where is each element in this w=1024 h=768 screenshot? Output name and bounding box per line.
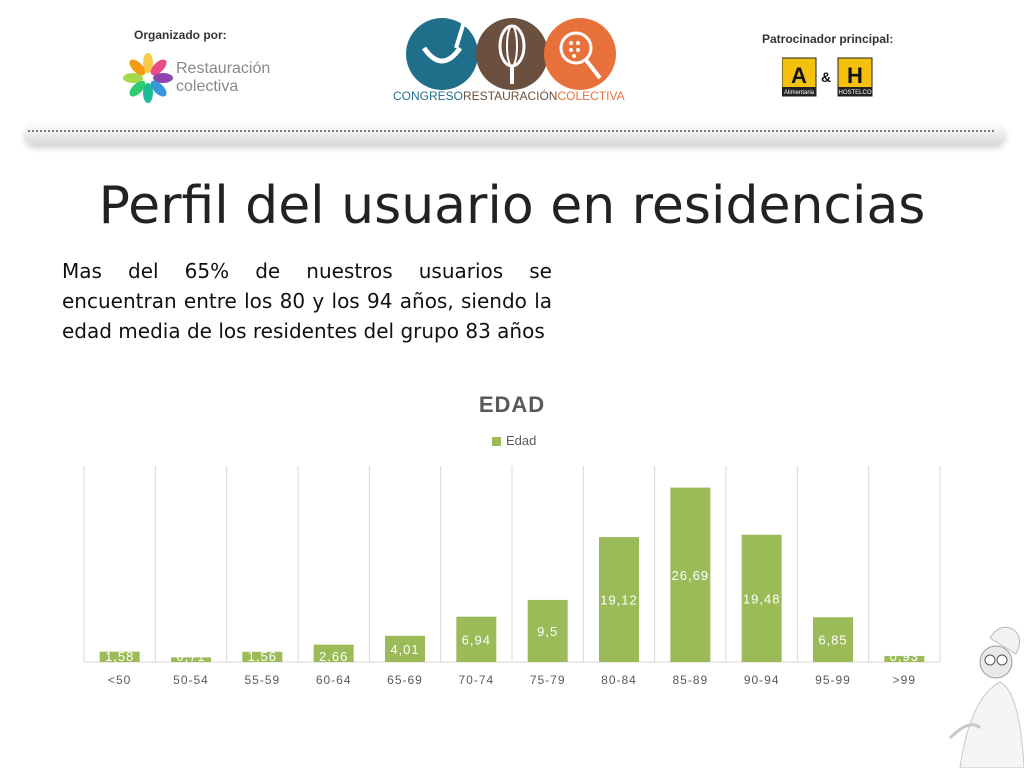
bar: [741, 534, 782, 662]
sponsor-right-caption: HOSTELCO: [838, 90, 871, 96]
bar: [884, 655, 925, 662]
page-title: Perfil del usuario en residencias: [98, 176, 926, 236]
legend-label: Edad: [506, 433, 537, 448]
data-label: 9,5: [537, 624, 558, 639]
x-tick-label: 95-99: [815, 673, 851, 687]
x-tick-label: 70-74: [458, 673, 494, 687]
congress-name-part2: RESTAURACIÓN: [463, 89, 558, 103]
congress-name-part1: CONGRESO: [393, 89, 464, 103]
data-label: 1,56: [248, 649, 277, 664]
data-label: 4,01: [390, 642, 419, 657]
bar: [171, 657, 211, 662]
data-label: 26,69: [672, 568, 710, 583]
x-tick-label: 75-79: [530, 673, 566, 687]
sponsor-label: Patrocinador principal:: [762, 32, 894, 46]
data-label: 19,48: [743, 591, 781, 606]
sponsor-left-letter: A: [791, 63, 807, 88]
chart-title: EDAD: [478, 392, 546, 417]
chef-mascot-icon: [948, 626, 1024, 768]
bar: [670, 487, 711, 662]
x-tick-label: 85-89: [672, 673, 708, 687]
header-dotted-line: [28, 130, 994, 132]
bar: [385, 635, 425, 662]
bar: [99, 651, 140, 662]
sponsor-amp: &: [821, 69, 831, 85]
organizer-name-line2: colectiva: [176, 78, 239, 95]
bar: [599, 537, 639, 662]
data-label: 6,94: [462, 632, 491, 647]
sponsor-right-letter: H: [847, 63, 863, 88]
data-label: 0,93: [890, 649, 919, 664]
data-label: 0,71: [176, 649, 205, 664]
x-tick-label: >99: [893, 673, 916, 687]
x-tick-label: 65-69: [387, 673, 423, 687]
header-divider-bar: [24, 122, 1006, 146]
congreso-logo-icon: [406, 18, 616, 90]
organizer-name-line1: Restauración: [176, 60, 271, 77]
bar: [813, 617, 853, 662]
bar: [242, 651, 283, 662]
data-label: 6,85: [818, 633, 847, 648]
x-tick-label: 50-54: [173, 673, 209, 687]
bar: [527, 599, 568, 662]
restauracion-colectiva-logo-icon: [123, 53, 173, 103]
x-tick-label: 80-84: [601, 673, 637, 687]
bar: [313, 644, 354, 662]
congress-name: CONGRESORESTAURACIÓNCOLECTIVA: [393, 89, 625, 103]
x-tick-label: 60-64: [316, 673, 352, 687]
x-tick-label: 55-59: [244, 673, 280, 687]
slide-header: Organizado por: Restauración colectiva C…: [0, 0, 1024, 160]
sponsor-left-caption: Alimentaria: [784, 90, 815, 96]
x-tick-label: 90-94: [744, 673, 780, 687]
x-tick-label: <50: [108, 673, 131, 687]
data-label: 1,58: [105, 649, 134, 664]
data-label: 19,12: [600, 593, 638, 608]
organizer-label: Organizado por:: [134, 28, 227, 42]
sponsor-logos-icon: A Alimentaria & H HOSTELCO: [782, 57, 873, 97]
data-label: 2,66: [319, 649, 348, 664]
legend-swatch: [492, 437, 501, 446]
page-description: Mas del 65% de nuestros usuarios se encu…: [62, 259, 552, 343]
bar: [456, 616, 497, 662]
congress-name-part3: COLECTIVA: [557, 89, 625, 103]
